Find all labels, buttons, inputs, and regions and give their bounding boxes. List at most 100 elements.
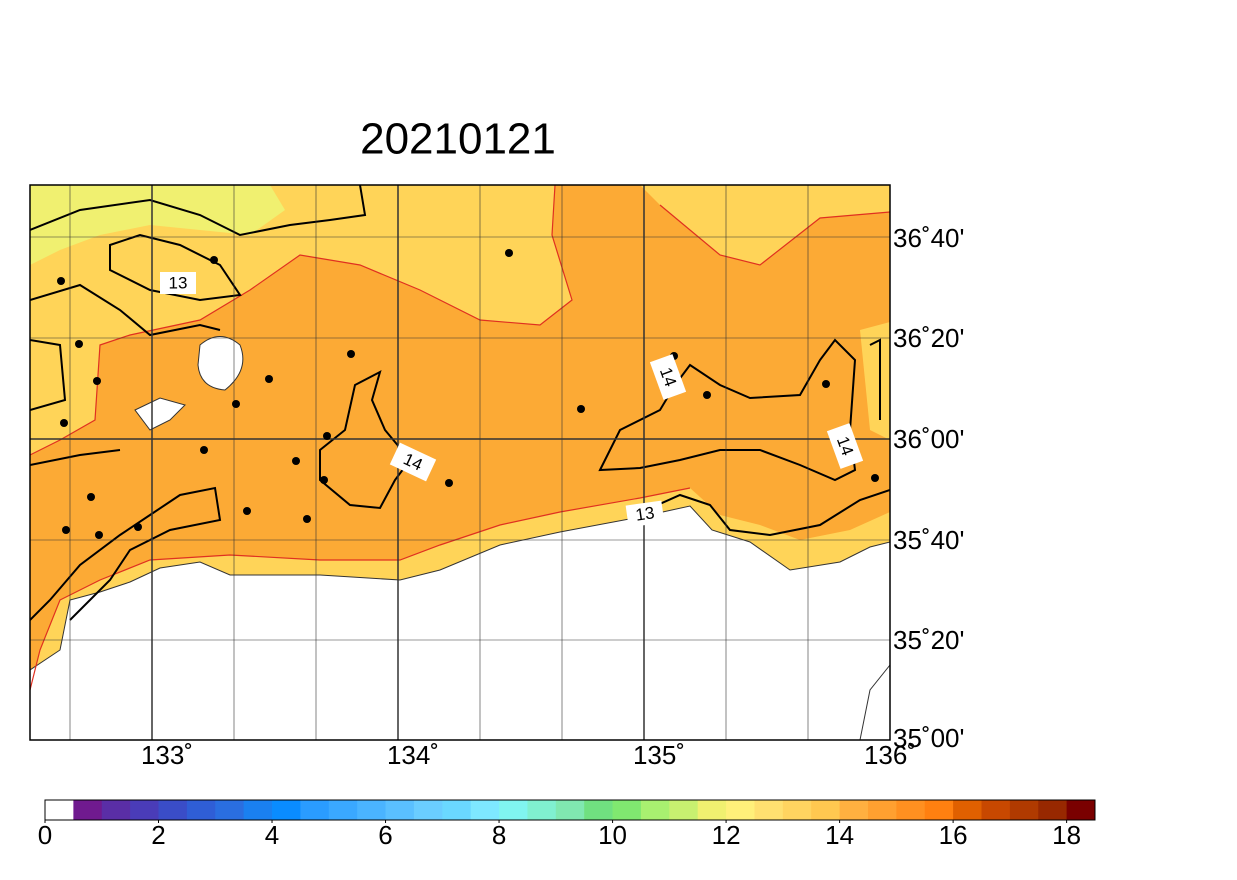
- contour-labels: 13 13 14 14 14: [160, 272, 864, 528]
- sea-cool: [30, 185, 572, 455]
- colorbar-frame: [44, 799, 1096, 821]
- colorbar-bin: [527, 800, 557, 820]
- map-field: [30, 185, 890, 740]
- colorbar-bin: [811, 800, 841, 820]
- lon-label: 136˚: [864, 740, 916, 770]
- station: [871, 474, 879, 482]
- colorbar-bin: [981, 800, 1011, 820]
- label-box: [649, 354, 687, 400]
- colorbar-bin: [413, 800, 443, 820]
- station: [134, 523, 142, 531]
- colorbar-tick-label: 12: [712, 820, 741, 850]
- contour-red: [30, 185, 890, 691]
- colorbar-bin: [584, 800, 614, 820]
- land: [859, 664, 890, 740]
- station: [505, 249, 513, 257]
- sea-cool: [640, 185, 890, 265]
- colorbar-bin: [896, 800, 926, 820]
- colorbar-tick-label: 4: [265, 820, 279, 850]
- title: 20210121: [360, 115, 556, 164]
- colorbar-tick-label: 0: [38, 820, 52, 850]
- colorbar-bin: [499, 800, 528, 820]
- colorbar-bin: [726, 800, 755, 820]
- contour-black: [30, 185, 890, 621]
- colorbar-bin: [186, 800, 216, 820]
- lat-label: 36˚00': [893, 424, 964, 454]
- colorbar-bin: [73, 800, 103, 820]
- station: [265, 375, 273, 383]
- label-box: [625, 500, 665, 528]
- colorbar-bin: [640, 800, 670, 820]
- lat-label: 35˚40': [893, 525, 964, 555]
- colorbar-bin: [669, 800, 699, 820]
- station: [445, 479, 453, 487]
- sea-cooler: [30, 185, 285, 265]
- station: [95, 531, 103, 539]
- colorbar-bin: [754, 800, 784, 820]
- station: [200, 446, 208, 454]
- station: [703, 391, 711, 399]
- colorbar-bin: [243, 800, 273, 820]
- colorbar-bin: [45, 800, 74, 820]
- colorbar-bin: [924, 800, 954, 820]
- lat-label: 35˚20': [893, 625, 964, 655]
- contour-label: 13: [634, 503, 655, 524]
- colorbar-bin: [953, 800, 982, 820]
- colorbar-bin: [130, 800, 160, 820]
- colorbar-bin: [272, 800, 301, 820]
- colorbar-bin: [867, 800, 897, 820]
- colorbar-bin: [1066, 800, 1096, 820]
- colorbar-bin: [470, 800, 500, 820]
- station: [87, 493, 95, 501]
- station: [323, 432, 331, 440]
- station: [93, 377, 101, 385]
- colorbar-bin: [300, 800, 330, 820]
- lat-label: 36˚20': [893, 323, 964, 353]
- stations: [57, 249, 879, 539]
- label-box: [160, 272, 196, 294]
- colorbar-bin: [215, 800, 245, 820]
- lat-label: 36˚40': [893, 223, 964, 253]
- map-frame: [29, 184, 891, 741]
- lon-label: 133˚: [141, 740, 193, 770]
- land: [30, 505, 890, 740]
- colorbar-bin: [697, 800, 727, 820]
- lat-label: 35˚00': [893, 723, 964, 753]
- station: [243, 507, 251, 515]
- colorbar-bin: [1009, 800, 1039, 820]
- station: [822, 380, 830, 388]
- colorbar-bin: [1038, 800, 1068, 820]
- sea-cool: [860, 322, 890, 440]
- label-box: [389, 442, 437, 482]
- colorbar-bin: [555, 800, 585, 820]
- colorbar: 0 2 4 6 8 10 12 14 16 18: [38, 799, 1096, 850]
- colorbar-tick-label: 6: [378, 820, 392, 850]
- contour-label: 13: [169, 273, 188, 292]
- colorbar-tick-label: 2: [151, 820, 165, 850]
- station: [303, 515, 311, 523]
- station: [60, 419, 68, 427]
- colorbar-bin: [612, 800, 642, 820]
- island: [134, 397, 186, 431]
- colorbar-bin: [357, 800, 387, 820]
- colorbar-bin: [782, 800, 812, 820]
- station: [232, 400, 240, 408]
- colorbar-tick-label: 14: [825, 820, 854, 850]
- station: [292, 457, 300, 465]
- station: [577, 405, 585, 413]
- colorbar-bin: [839, 800, 869, 820]
- lon-label: 134˚: [387, 740, 439, 770]
- colorbar-bin: [158, 800, 188, 820]
- label-box: [826, 423, 864, 469]
- station: [75, 340, 83, 348]
- station: [57, 277, 65, 285]
- colorbar-bin: [101, 800, 131, 820]
- colorbar-tick-label: 16: [939, 820, 968, 850]
- colorbar-tick-label: 8: [492, 820, 506, 850]
- lon-label: 135˚: [633, 740, 685, 770]
- colorbar-bin: [328, 800, 358, 820]
- station: [210, 256, 218, 264]
- station: [62, 526, 70, 534]
